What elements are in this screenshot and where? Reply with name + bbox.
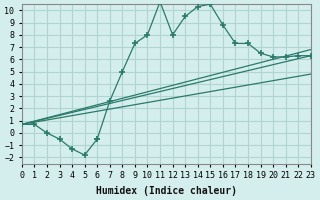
X-axis label: Humidex (Indice chaleur): Humidex (Indice chaleur) [96, 186, 237, 196]
